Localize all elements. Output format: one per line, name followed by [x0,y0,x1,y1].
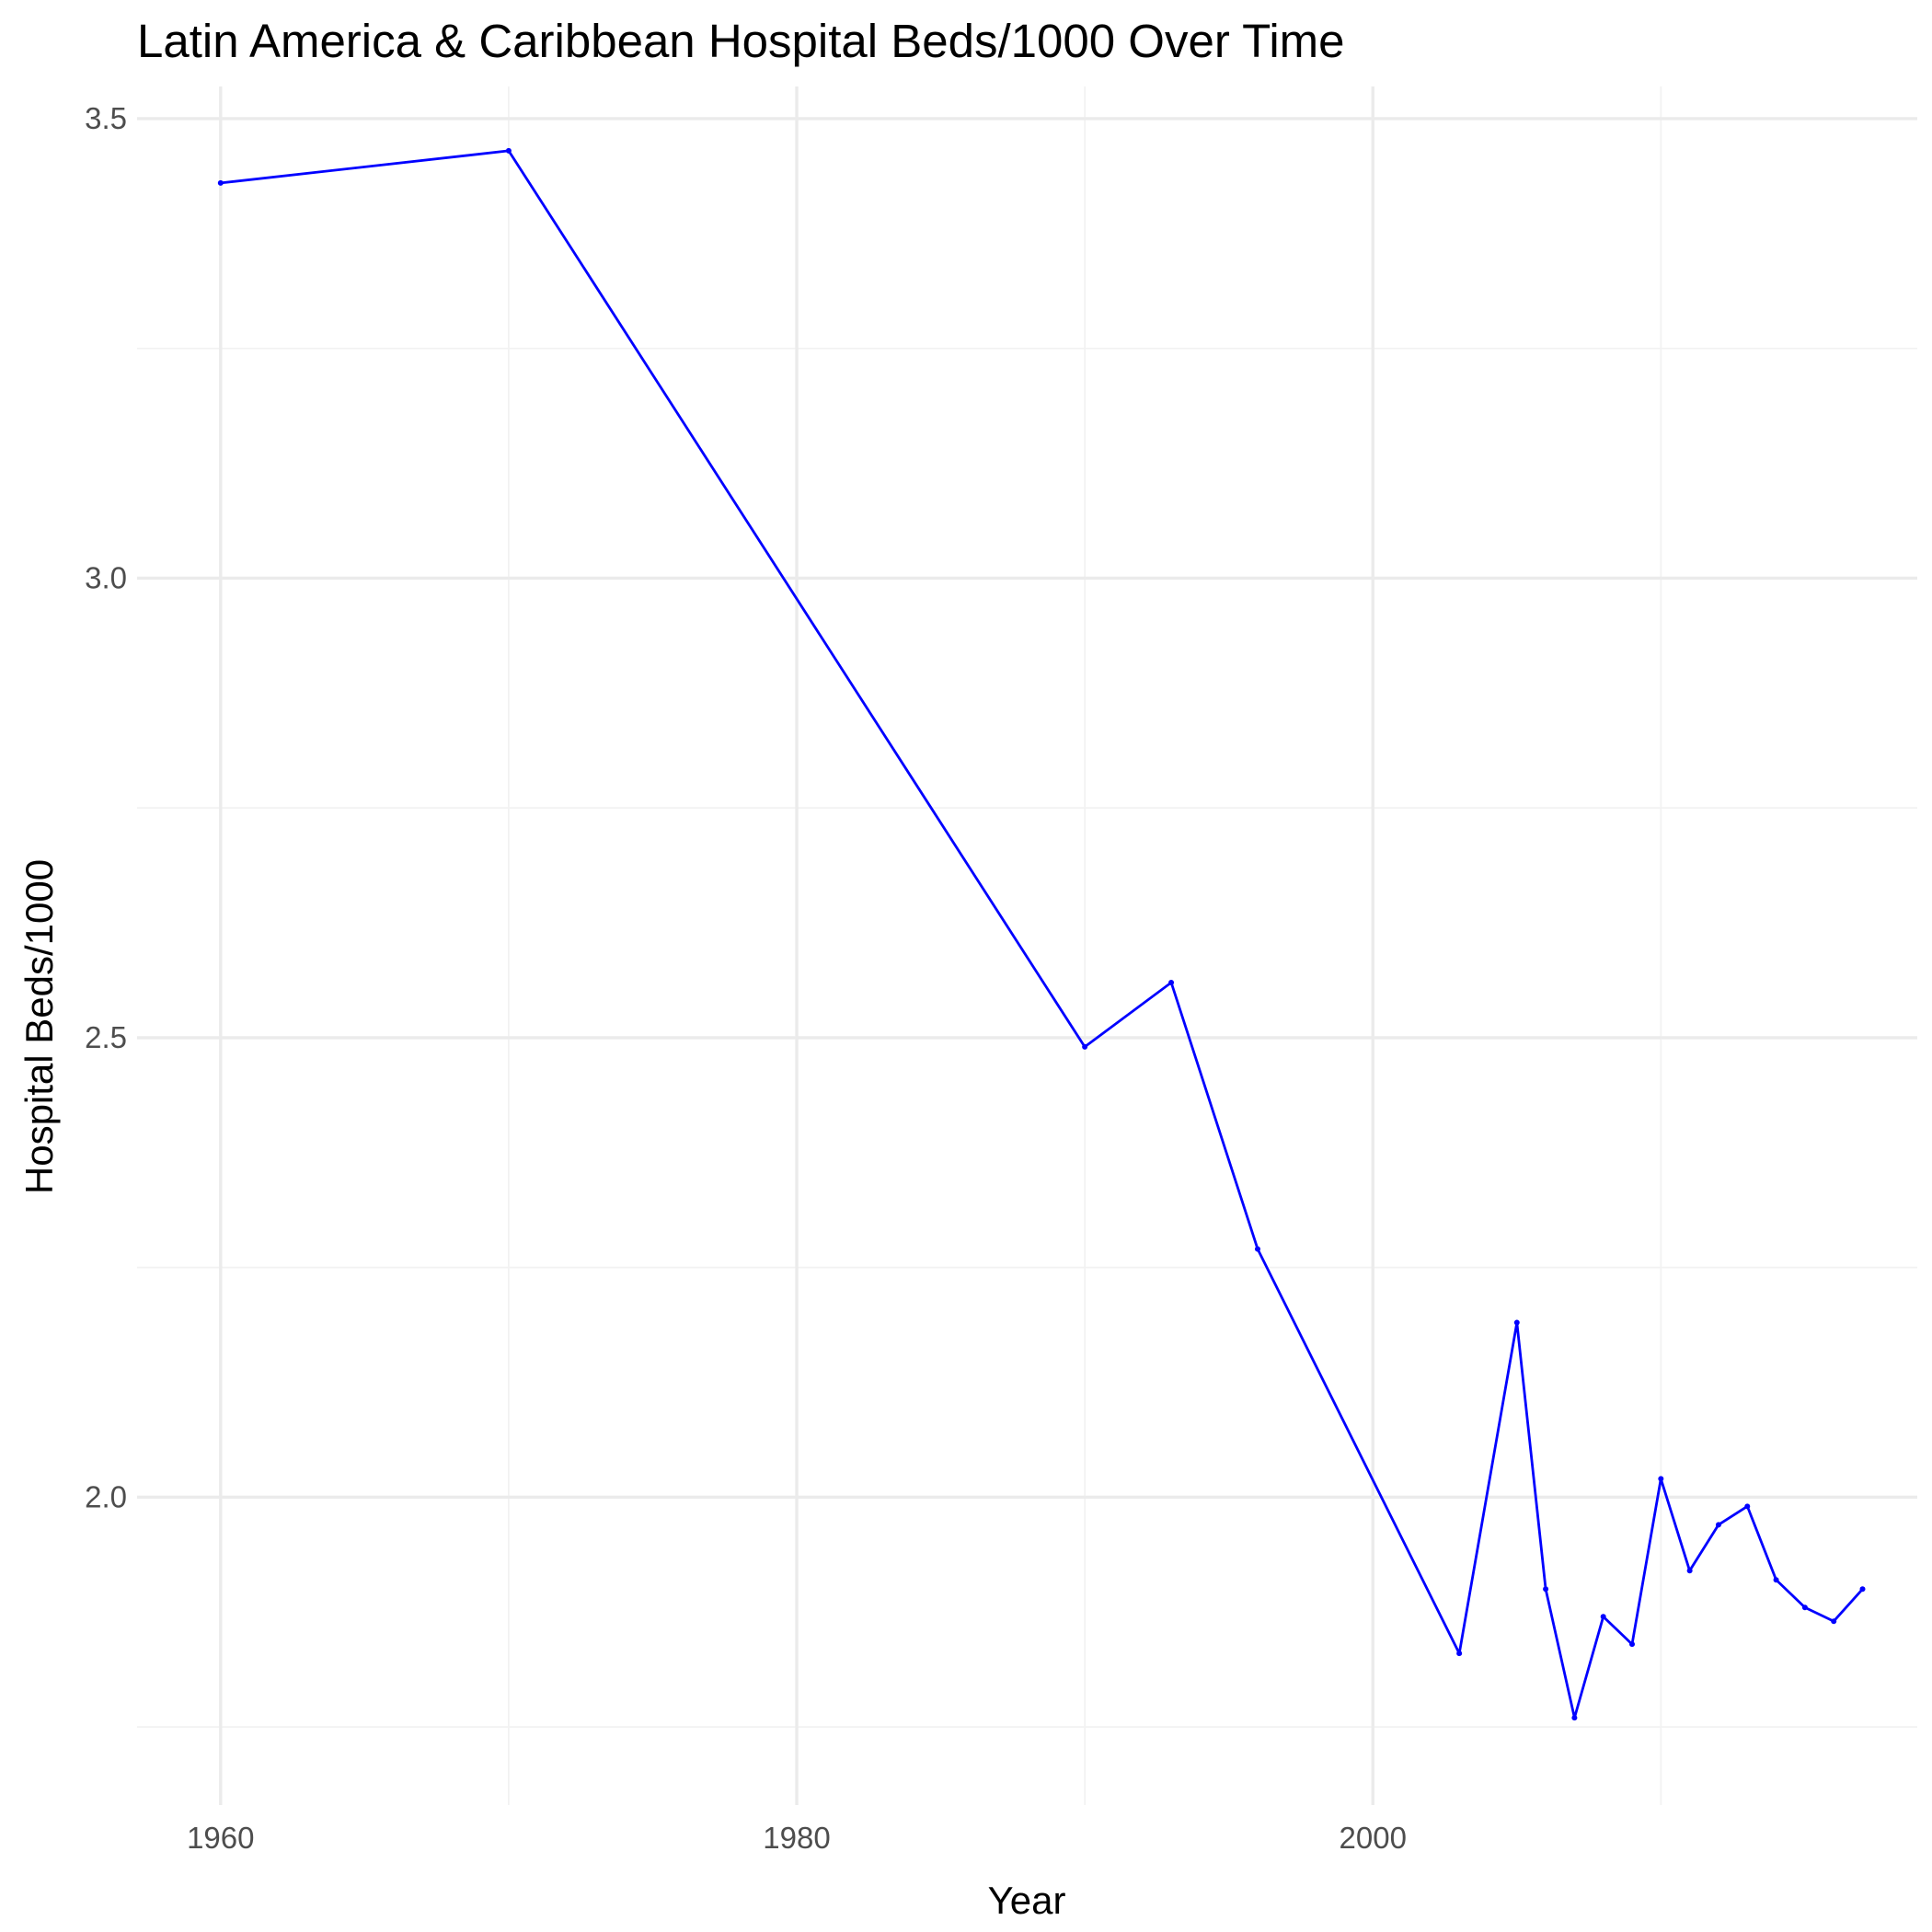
data-point [1859,1586,1866,1593]
series-line [219,149,1864,1719]
y-tick-label: 3.0 [85,560,127,594]
data-point [1254,1246,1260,1252]
major-gridlines [137,86,1917,1805]
chart-title: Latin America & Caribbean Hospital Beds/… [137,15,1345,67]
y-axis-tick-labels: 2.0 2.5 3.0 3.5 [85,101,127,1513]
data-point [1513,1319,1520,1326]
data-point [1456,1650,1463,1657]
data-point [505,147,512,154]
data-point [1801,1604,1808,1611]
data-point [1715,1522,1721,1528]
data-point [1658,1476,1664,1482]
y-tick-label: 2.5 [85,1020,127,1054]
data-series [217,147,1866,1721]
minor-gridlines [137,86,1917,1805]
x-tick-label: 2000 [1340,1821,1407,1855]
data-point [1168,979,1175,985]
data-point [1831,1618,1837,1625]
data-point [1744,1503,1751,1510]
x-axis-tick-labels: 1960 1980 2000 [187,1821,1407,1855]
data-point [217,179,224,186]
y-tick-label: 3.5 [85,101,127,135]
data-point [1686,1568,1693,1574]
data-point [1543,1586,1549,1593]
x-tick-label: 1980 [763,1821,830,1855]
y-axis-title: Hospital Beds/1000 [17,859,61,1194]
data-point [1600,1614,1606,1620]
data-point [1773,1577,1779,1583]
x-axis-title: Year [988,1879,1066,1922]
data-point [1571,1715,1578,1721]
x-tick-label: 1960 [187,1821,254,1855]
y-tick-label: 2.0 [85,1479,127,1513]
data-point [1082,1043,1088,1050]
data-point [1629,1641,1636,1648]
